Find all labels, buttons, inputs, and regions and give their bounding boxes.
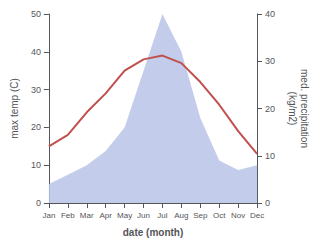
svg-text:10: 10 <box>31 160 41 170</box>
svg-text:Jan: Jan <box>42 211 55 220</box>
svg-text:Oct: Oct <box>213 211 226 220</box>
svg-text:(kg/m2): (kg/m2) <box>287 92 298 126</box>
svg-text:Sep: Sep <box>193 211 208 220</box>
svg-text:20: 20 <box>265 104 275 114</box>
svg-text:med. precipitation: med. precipitation <box>299 69 310 148</box>
svg-text:date (month): date (month) <box>123 227 184 238</box>
svg-text:0: 0 <box>36 198 41 208</box>
svg-text:Apr: Apr <box>99 211 112 220</box>
svg-text:20: 20 <box>31 122 41 132</box>
svg-text:Jul: Jul <box>157 211 167 220</box>
svg-text:10: 10 <box>265 151 275 161</box>
svg-text:Aug: Aug <box>174 211 188 220</box>
svg-text:50: 50 <box>31 9 41 19</box>
svg-text:Feb: Feb <box>61 211 75 220</box>
svg-text:30: 30 <box>265 56 275 66</box>
svg-text:Mar: Mar <box>80 211 94 220</box>
svg-text:0: 0 <box>265 198 270 208</box>
svg-text:30: 30 <box>31 85 41 95</box>
svg-text:Jun: Jun <box>137 211 150 220</box>
svg-text:40: 40 <box>31 47 41 57</box>
svg-text:max temp (C): max temp (C) <box>9 78 20 139</box>
svg-text:May: May <box>117 211 132 220</box>
svg-text:Nov: Nov <box>231 211 245 220</box>
svg-text:40: 40 <box>265 9 275 19</box>
svg-text:Dec: Dec <box>250 211 264 220</box>
